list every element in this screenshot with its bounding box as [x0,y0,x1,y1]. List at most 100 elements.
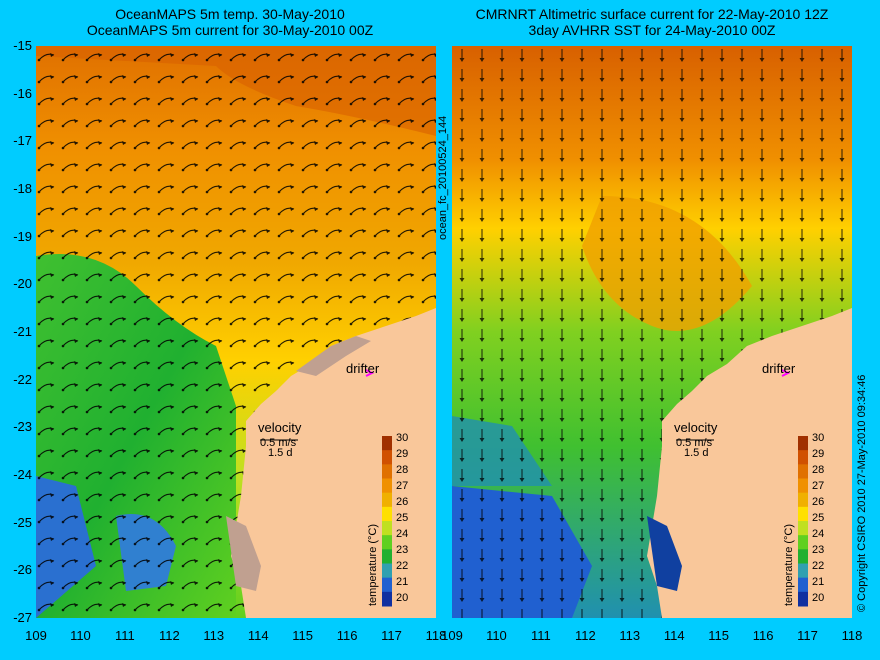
left-lon-tick-label: 118 [425,628,447,643]
colorbar-label: temperature (°C) [783,524,795,606]
left-lon-tick-label: 113 [203,628,225,643]
right-title-line2: 3day AVHRR SST for 24-May-2010 00Z [528,22,776,38]
right-lon-tick-label: 116 [752,628,774,643]
right-lon-tick-label: 111 [530,628,551,643]
lat-tick-label: -24 [13,467,32,482]
right-drifter-label: drifter [762,361,796,376]
colorbar-swatch [382,549,392,564]
copyright-notice: © Copyright CSIRO 2010 27-May-2010 09:34… [856,374,868,612]
colorbar-tick-label: 21 [812,576,824,588]
colorbar-swatch [798,492,808,508]
colorbar-tick-label: 25 [396,512,408,524]
right-title-line1: CMRNRT Altimetric surface current for 22… [475,6,829,22]
lat-tick-label: -18 [13,181,32,196]
colorbar-swatch [382,591,392,607]
lat-tick-label: -16 [13,85,32,101]
left-drifter-label: drifter [346,361,380,376]
left-colorbar: 30 29 28 27 26 25 24 23 22 21 20 temperature (°C) [367,432,408,607]
right-lon-tick-label: 114 [663,628,685,643]
colorbar-tick-label: 30 [812,432,824,444]
lat-tick-label: -27 [13,610,32,625]
left-title-line2: OceanMAPS 5m current for 30-May-2010 00Z [86,22,374,38]
left-lon-tick-label: 112 [158,628,180,643]
left-drifter-marker [365,369,375,377]
colorbar-label: temperature (°C) [367,524,379,606]
left-lon-tick-label: 115 [292,628,314,643]
colorbar-swatch [382,492,392,508]
colorbar-tick-label: 22 [396,560,408,572]
colorbar-tick-label: 27 [396,480,408,492]
colorbar-tick-label: 25 [812,512,824,524]
colorbar-tick-label: 23 [812,544,824,556]
colorbar-swatch [382,563,392,579]
left-lon-tick-label: 117 [381,628,402,643]
left-velocity-time: 1.5 d [268,447,292,459]
left-map-title: OceanMAPS 5m temp. 30-May-2010 OceanMAPS… [40,6,420,38]
left-title-line1: OceanMAPS 5m temp. 30-May-2010 [115,6,345,22]
right-lon-tick-label: 113 [619,628,641,643]
colorbar-tick-label: 24 [812,528,824,540]
colorbar-swatch [798,549,808,564]
right-velocity-time: 1.5 d [684,447,708,459]
right-velocity-label: velocity [674,420,718,435]
colorbar-swatch [382,464,392,479]
left-velocity-label: velocity [258,420,302,435]
right-map-panel: drifter velocity 0.5 m/s 1.5 d 30 29 28 27 2… [452,46,852,618]
lat-tick-label: -23 [13,419,32,435]
right-shark-bay [647,516,682,591]
colorbar-tick-label: 24 [396,528,408,540]
colorbar-swatch [798,591,808,607]
colorbar-swatch [798,506,808,522]
right-lon-tick-label: 118 [841,628,863,643]
lat-tick-label: -17 [13,133,32,149]
left-lon-tick-label: 114 [247,628,269,643]
colorbar-swatch [798,478,808,494]
right-lon-tick-label: 117 [797,628,818,643]
left-lon-tick-label: 109 [25,628,47,643]
colorbar-swatch [798,577,808,593]
left-shark-bay [226,516,261,591]
colorbar-tick-label: 29 [396,448,408,460]
lat-tick-label: -25 [13,514,32,530]
left-lon-tick-label: 116 [336,628,358,643]
colorbar-tick-label: 23 [396,544,408,556]
forecast-filename: ocean_fc_20100524_144 [437,115,449,240]
colorbar-swatch [382,521,392,536]
right-lon-tick-label: 110 [486,628,507,643]
colorbar-tick-label: 26 [396,496,408,508]
colorbar-tick-label: 28 [812,464,824,476]
colorbar-tick-label: 27 [812,480,824,492]
left-lon-tick-label: 110 [70,628,91,643]
left-map-svg: drifter velocity 0.5 m/s 1.5 d 302928272… [36,46,436,618]
right-lon-tick-label: 112 [574,628,596,643]
colorbar-swatch [382,535,392,550]
colorbar-tick-label: 20 [396,592,408,604]
right-drifter-marker [781,369,791,377]
colorbar-tick-label: 20 [812,592,824,604]
left-land-coastline-shelf [296,336,371,376]
colorbar-swatch [382,577,392,593]
left-lon-tick-label: 111 [114,628,135,643]
right-map-title: CMRNRT Altimetric surface current for 22… [452,6,852,38]
colorbar-swatch [382,506,392,522]
colorbar-tick-label: 28 [396,464,408,476]
colorbar-swatch [798,535,808,550]
colorbar-swatch [798,464,808,479]
colorbar-tick-label: 26 [812,496,824,508]
lat-tick-label: -15 [13,38,32,53]
colorbar-tick-label: 21 [396,576,408,588]
right-map-svg: drifter velocity 0.5 m/s 1.5 d 302928272… [452,46,852,618]
lat-tick-label: -19 [13,228,32,244]
colorbar-swatch [798,450,808,465]
left-map-panel: drifter velocity 0.5 m/s 1.5 d 30 29 28 27 2… [36,46,436,618]
lat-tick-label: -26 [13,562,32,578]
lat-tick-label: -22 [13,371,32,387]
right-colorbar: 30 29 28 27 26 25 24 23 22 21 20 temperature (°C) [783,432,824,607]
colorbar-swatch [382,478,392,494]
right-lon-tick-label: 109 [441,628,463,643]
colorbar-swatch [798,521,808,536]
right-lon-tick-label: 115 [708,628,730,643]
colorbar-swatch [798,436,808,451]
colorbar-tick-label: 29 [812,448,824,460]
lat-tick-label: -21 [13,324,32,339]
